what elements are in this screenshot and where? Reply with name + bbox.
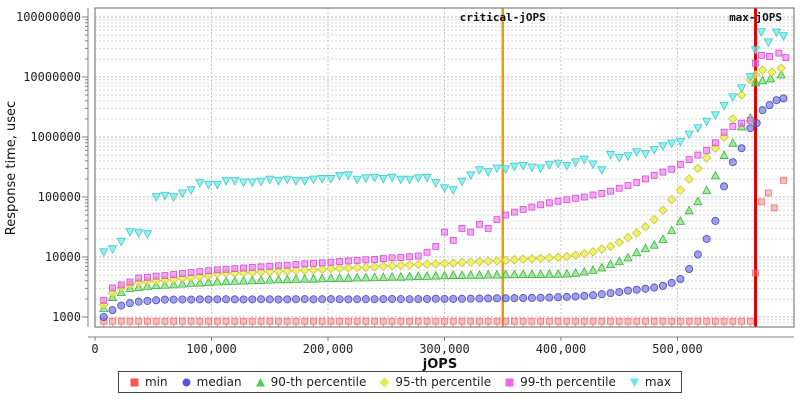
legend-label: median: [196, 375, 242, 389]
plot-border: [94, 7, 795, 328]
series-90-th-percentile: [99, 69, 786, 313]
legend-square-icon: [130, 378, 139, 386]
y-tick-label: 100000000: [16, 10, 81, 24]
x-tick-label: 200,000: [303, 342, 354, 356]
chart-legend: min median 90-th percentile 95-th percentil…: [117, 371, 683, 393]
x-tick-label: 0: [91, 342, 98, 356]
y-axis: 1000 10000 100000 1000000 10000000 100000000: [16, 8, 89, 327]
series-min: [100, 176, 787, 327]
x-axis-title: jOPS: [422, 357, 457, 372]
legend-item-max: max: [629, 375, 671, 389]
x-axis: 0 100,000 200,000 300,000 400,000 500,000: [88, 336, 794, 356]
series-max: [99, 28, 789, 258]
legend-circle-icon: [182, 378, 191, 386]
series-99-th-percentile: [100, 49, 790, 304]
x-tick-label: 400,000: [536, 342, 587, 356]
legend-diamond-icon: [379, 377, 390, 387]
y-tick-label: 10000000: [23, 70, 81, 84]
legend-label: 95-th percentile: [395, 375, 492, 389]
legend-label: 99-th percentile: [520, 375, 616, 389]
y-tick-label: 1000000: [30, 130, 81, 144]
legend-triangle-down-icon: [629, 378, 639, 387]
y-tick-label: 10000: [45, 250, 81, 264]
legend-item-median: median: [181, 375, 242, 389]
series-median: [99, 94, 788, 321]
legend-item-90-th-percentile: 90-th percentile: [255, 375, 367, 389]
legend-item-99-th-percentile: 99-th percentile: [504, 375, 616, 389]
y-tick-label: 100000: [38, 190, 81, 204]
legend-triangle-up-icon: [255, 377, 265, 386]
y-axis-title: Response time, usec: [4, 101, 19, 235]
y-tick-label: 1000: [52, 310, 81, 324]
max-jops-label: max-jOPS: [729, 11, 782, 24]
critical-jops-label: critical-jOPS: [460, 11, 546, 24]
legend-label: max: [644, 375, 672, 389]
legend-item-min: min: [129, 375, 168, 389]
legend-label: 90-th percentile: [270, 375, 367, 389]
x-tick-label: 500,000: [652, 342, 703, 356]
x-tick-label: 300,000: [419, 342, 470, 356]
legend-item-95-th-percentile: 95-th percentile: [379, 375, 491, 389]
x-tick-label: 100,000: [186, 342, 237, 356]
legend-square-icon: [505, 378, 514, 386]
legend-label: min: [144, 375, 168, 389]
